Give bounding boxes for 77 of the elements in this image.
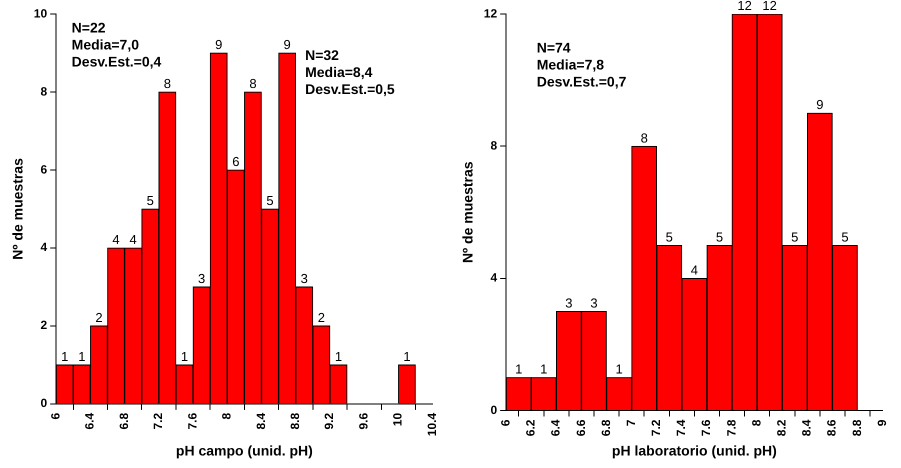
y-tick-label: 4 — [490, 270, 498, 285]
x-tick-label: 10.4 — [424, 412, 439, 436]
data-label: 9 — [816, 97, 824, 112]
data-label: 3 — [300, 270, 308, 286]
x-tick-label: 8 — [220, 412, 234, 420]
data-label: 1 — [403, 348, 411, 364]
x-tick-label: 7.2 — [151, 412, 166, 430]
data-label: 9 — [284, 37, 291, 52]
data-label: 12 — [737, 0, 752, 14]
x-tick-label: 8.4 — [254, 412, 268, 430]
data-label: 9 — [215, 37, 222, 52]
x-tick-label: 8.8 — [288, 412, 302, 430]
x-tick-label: 7.2 — [649, 419, 664, 436]
data-label: 6 — [232, 154, 240, 170]
data-label: 3 — [565, 295, 573, 310]
data-label: 2 — [318, 310, 325, 325]
y-tick-label: 0 — [40, 396, 48, 410]
data-label: 1 — [615, 362, 623, 377]
x-tick-label: 6.2 — [524, 419, 538, 436]
data-label: 12 — [762, 0, 777, 14]
annotation: N=32 Media=8,4 Desv.Est.=0,5 — [305, 46, 395, 97]
data-label: 5 — [791, 229, 798, 244]
x-axis-title: pH laboratorio (unid. pH) — [612, 442, 777, 458]
x-tick-label: 7.6 — [185, 412, 200, 430]
y-tick-label: 2 — [40, 318, 48, 332]
y-tick-label: 6 — [40, 162, 48, 176]
x-tick-label: 6.8 — [598, 419, 613, 436]
data-label: 5 — [266, 193, 274, 208]
data-label: 1 — [180, 348, 188, 364]
data-label: 8 — [164, 76, 171, 92]
x-tick-label: 9.2 — [322, 412, 336, 430]
x-tick-label: 8.2 — [774, 419, 789, 436]
x-tick-label: 6 — [498, 419, 512, 426]
data-label: 1 — [61, 348, 68, 364]
x-tick-label: 8 — [749, 419, 764, 426]
data-label: 5 — [666, 229, 673, 244]
data-label: 4 — [112, 232, 120, 247]
data-label: 8 — [249, 76, 257, 92]
x-tick-label: 8.6 — [824, 419, 839, 436]
y-axis-title: Nº de muestras — [459, 161, 476, 264]
data-label: 1 — [78, 348, 86, 364]
data-label: 2 — [95, 310, 103, 325]
data-label: 8 — [640, 130, 648, 146]
data-label: 1 — [334, 348, 342, 364]
x-tick-label: 6 — [48, 412, 62, 420]
data-label: 3 — [590, 295, 598, 310]
x-tick-label: 10 — [390, 412, 405, 426]
data-label: 1 — [540, 362, 548, 377]
y-tick-label: 12 — [484, 6, 498, 20]
x-tick-label: 6.4 — [548, 419, 563, 436]
data-label: 5 — [146, 193, 154, 208]
data-label: 3 — [198, 270, 206, 286]
x-tick-label: 9.6 — [356, 412, 370, 430]
annotation: N=74 Media=7,8 Desv.Est.=0,7 — [536, 40, 627, 90]
x-tick-label: 9 — [874, 419, 889, 426]
x-tick-label: 6.4 — [82, 412, 97, 430]
data-label: 1 — [515, 362, 522, 377]
data-label: 4 — [130, 232, 137, 247]
y-tick-label: 10 — [34, 6, 48, 20]
y-tick-label: 4 — [40, 240, 48, 254]
x-tick-label: 8.8 — [850, 419, 864, 436]
x-tick-label: 7.4 — [674, 419, 688, 436]
x-tick-label: 7.6 — [699, 419, 714, 436]
x-tick-label: 6.6 — [574, 419, 588, 436]
x-tick-label: 8.4 — [800, 419, 814, 436]
x-tick-label: 7 — [624, 419, 638, 426]
x-tick-label: 6.8 — [116, 412, 131, 430]
data-label: 4 — [690, 262, 698, 278]
x-axis-title: pH campo (unid. pH) — [176, 442, 313, 458]
x-tick-label: 7.8 — [724, 419, 738, 436]
data-label: 5 — [716, 229, 724, 244]
y-tick-label: 0 — [490, 402, 498, 417]
data-label: 5 — [841, 229, 849, 244]
y-tick-label: 8 — [490, 138, 498, 152]
y-axis-title: Nº de muestras — [9, 158, 26, 260]
annotation: N=22 Media=7,0 Desv.Est.=0,4 — [72, 20, 162, 70]
y-tick-label: 8 — [40, 84, 48, 98]
